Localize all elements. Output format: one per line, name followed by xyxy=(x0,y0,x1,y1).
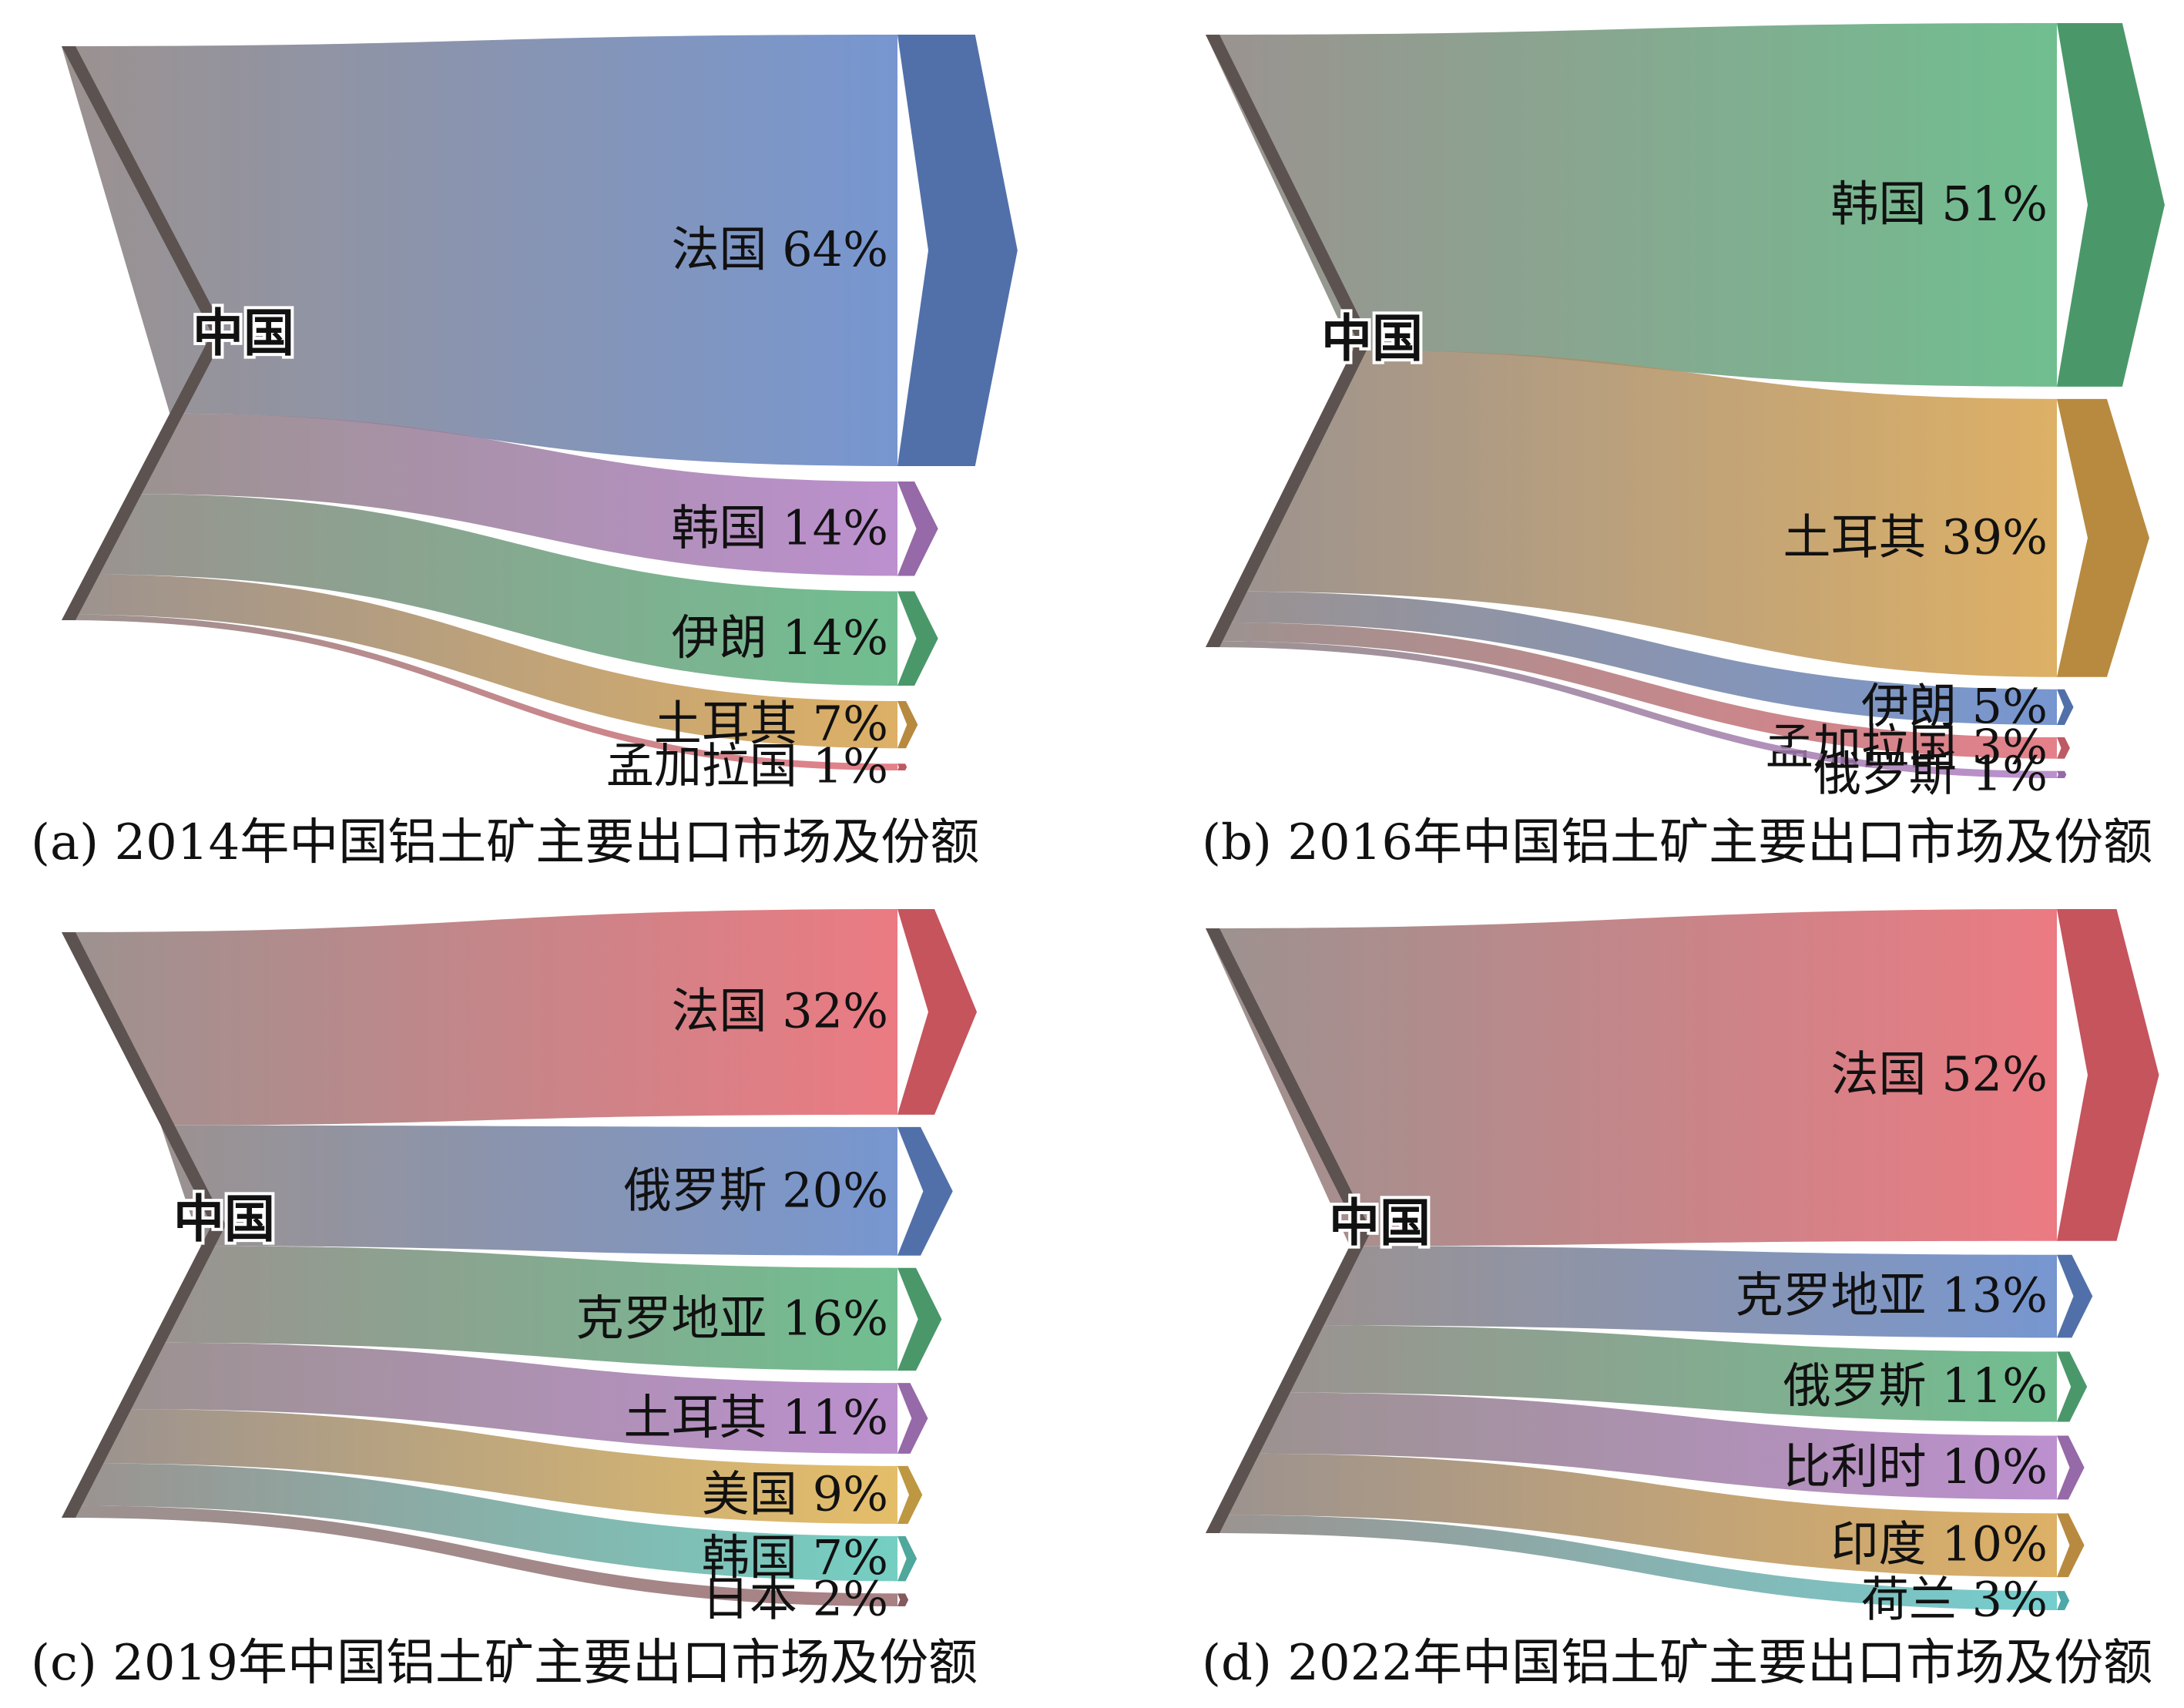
flow-日本 xyxy=(62,1505,897,1606)
label-克罗地亚: 克罗地亚 16% xyxy=(575,1290,888,1346)
node-俄罗斯 xyxy=(2057,1351,2088,1422)
flow-法国 xyxy=(1206,909,2057,1247)
flow-比利时 xyxy=(1245,1392,2057,1500)
label-克罗地亚: 克罗地亚 13% xyxy=(1735,1267,2048,1324)
label-俄罗斯: 俄罗斯 1% xyxy=(1813,745,2048,801)
node-法国 xyxy=(2057,909,2159,1241)
flow-伊朗 xyxy=(1217,591,2057,725)
flow-法国 xyxy=(62,909,897,1126)
label-伊朗: 伊朗 14% xyxy=(671,609,888,666)
node-伊朗 xyxy=(2057,689,2074,725)
node-韩国 xyxy=(2057,23,2165,387)
label-荷兰: 荷兰 3% xyxy=(1861,1572,2048,1628)
panel-a: 法国 64% 韩国 14% 伊朗 14% 土耳其 7%孟加拉国 1% 中国 (a) 201… xyxy=(31,35,1018,871)
panel-caption: (b) 2016年中国铝土矿主要出口市场及份额 xyxy=(1202,814,2152,871)
flow-土耳其 xyxy=(117,1342,897,1454)
node-克罗地亚 xyxy=(2057,1254,2093,1338)
flow-土耳其 xyxy=(64,574,897,749)
flow-法国 xyxy=(62,35,897,466)
node-韩国 xyxy=(897,1535,918,1582)
flow-克罗地亚 xyxy=(1310,1246,2057,1338)
label-比利时: 比利时 10% xyxy=(1783,1438,2048,1495)
flow-荷兰 xyxy=(1206,1515,2057,1610)
panel-c: 法国 32% 俄罗斯 20% 克罗地亚 16% 土耳其 11% 美国 9% 韩国 7%日本… xyxy=(31,909,978,1692)
label-韩国: 韩国 7% xyxy=(702,1529,888,1586)
label-法国: 法国 32% xyxy=(671,982,888,1039)
label-法国: 法国 64% xyxy=(671,221,888,277)
node-土耳其 xyxy=(897,701,918,749)
flow-俄罗斯 xyxy=(1206,640,2057,778)
label-日本: 日本 2% xyxy=(702,1571,888,1627)
node-印度 xyxy=(2057,1513,2085,1578)
node-俄罗斯 xyxy=(2057,770,2067,778)
source-label: 中国 xyxy=(193,303,294,363)
label-土耳其: 土耳其 7% xyxy=(654,696,888,752)
node-俄罗斯 xyxy=(897,1126,953,1256)
node-克罗地亚 xyxy=(897,1267,942,1371)
flow-俄罗斯 xyxy=(1276,1325,2057,1422)
flow-孟加拉国 xyxy=(62,614,897,770)
flow-印度 xyxy=(1214,1453,2057,1578)
source-label: 中国 xyxy=(1321,308,1423,368)
flow-韩国 xyxy=(127,413,898,576)
label-印度: 印度 10% xyxy=(1830,1516,2048,1572)
panel-caption: (a) 2014年中国铝土矿主要出口市场及份额 xyxy=(31,814,979,871)
panel-d: 法国 52% 克罗地亚 13% 俄罗斯 11% 比利时 10% 印度 10%荷兰 3% 中… xyxy=(1202,909,2159,1692)
flow-韩国 xyxy=(1206,23,2057,387)
flow-韩国 xyxy=(68,1463,897,1582)
flow-俄罗斯 xyxy=(160,1125,897,1256)
node-法国 xyxy=(897,35,1018,466)
node-荷兰 xyxy=(2057,1591,2070,1610)
label-伊朗: 伊朗 5% xyxy=(1861,678,2048,734)
node-法国 xyxy=(897,909,978,1115)
node-孟加拉国 xyxy=(2057,737,2070,759)
node-土耳其 xyxy=(2057,398,2149,677)
label-韩国: 韩国 51% xyxy=(1830,176,2048,232)
label-俄罗斯: 俄罗斯 11% xyxy=(1783,1357,2048,1414)
flow-克罗地亚 xyxy=(151,1246,898,1371)
node-孟加拉国 xyxy=(897,763,907,770)
node-比利时 xyxy=(2057,1435,2085,1500)
label-土耳其: 土耳其 39% xyxy=(1783,508,2048,565)
flow-土耳其 xyxy=(1233,350,2057,677)
panel-caption: (c) 2019年中国铝土矿主要出口市场及份额 xyxy=(31,1635,978,1692)
source-label: 中国 xyxy=(173,1189,275,1249)
label-韩国: 韩国 14% xyxy=(671,499,888,555)
source-label: 中国 xyxy=(1329,1193,1431,1253)
node-日本 xyxy=(897,1593,909,1606)
flow-孟加拉国 xyxy=(1208,622,2057,759)
label-美国: 美国 9% xyxy=(702,1465,888,1522)
flow-伊朗 xyxy=(86,494,898,686)
node-土耳其 xyxy=(897,1383,928,1454)
label-法国: 法国 52% xyxy=(1830,1045,2048,1102)
label-俄罗斯: 俄罗斯 20% xyxy=(623,1162,888,1218)
node-美国 xyxy=(897,1465,923,1524)
panel-b: 韩国 51%土耳其 39%伊朗 5%孟加拉国 3%俄罗斯 1%中国(b) 201… xyxy=(1202,23,2165,871)
flow-美国 xyxy=(89,1408,898,1524)
panel-caption: (d) 2022年中国铝土矿主要出口市场及份额 xyxy=(1202,1635,2152,1692)
node-伊朗 xyxy=(897,591,938,686)
label-土耳其: 土耳其 11% xyxy=(623,1389,888,1445)
node-韩国 xyxy=(897,482,938,576)
label-孟加拉国: 孟加拉国 1% xyxy=(606,738,888,794)
